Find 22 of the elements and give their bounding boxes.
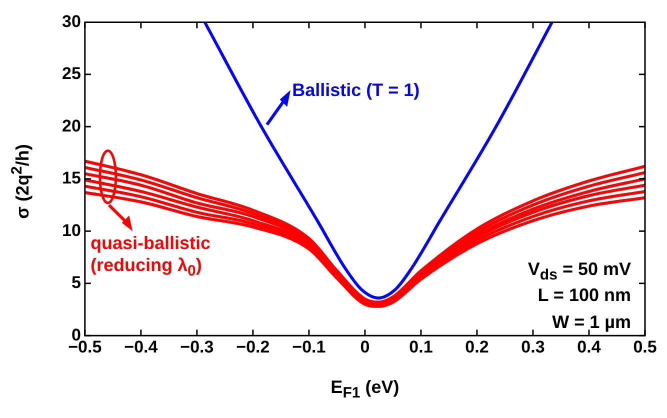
x-tick-label: −0.3: [180, 337, 214, 356]
x-tick-label: 0.2: [465, 337, 489, 356]
annotation: L = 100 nm: [536, 284, 631, 306]
x-tick-label: 0: [360, 337, 370, 356]
x-tick-label: −0.4: [124, 337, 158, 356]
x-axis-title: E$_{F1}$ (eV): [330, 376, 400, 404]
annotation: Ballistic (T = 1): [292, 78, 421, 101]
x-tick-label: 0.4: [577, 337, 602, 356]
y-tick-label: 5: [71, 273, 81, 292]
annotation: W = 1 µm: [551, 310, 631, 333]
x-tick-label: 0.5: [633, 337, 657, 356]
x-tick-label: 0.3: [521, 337, 545, 356]
x-tick-label: 0.1: [409, 337, 433, 356]
x-tick-label: −0.1: [292, 337, 326, 356]
annotation: V$_{ds}$ = 50 mV: [526, 258, 631, 286]
y-tick-label: 30: [62, 12, 81, 31]
y-tick-label: 20: [62, 116, 81, 136]
y-tick-label: 15: [62, 168, 81, 188]
x-tick-label: −0.2: [236, 337, 270, 356]
annotation: quasi-ballistic (reducing λ$_{0}$): [90, 232, 212, 282]
y-tick-label: 25: [62, 64, 81, 84]
y-tick-label: 10: [62, 220, 81, 240]
